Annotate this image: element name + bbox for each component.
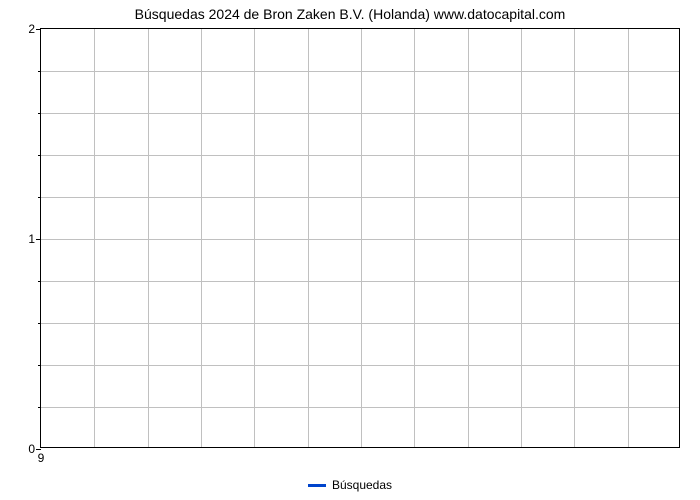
- y-tick-mark: [36, 239, 41, 240]
- grid-line-vertical: [574, 29, 575, 447]
- grid-line-horizontal: [41, 323, 679, 324]
- y-minor-tick: [38, 323, 41, 324]
- grid-line-horizontal: [41, 407, 679, 408]
- chart-title: Búsquedas 2024 de Bron Zaken B.V. (Holan…: [0, 6, 700, 22]
- grid-line-vertical: [414, 29, 415, 447]
- grid-line-vertical: [628, 29, 629, 447]
- grid-line-vertical: [521, 29, 522, 447]
- grid-line-horizontal: [41, 113, 679, 114]
- y-tick-mark: [36, 449, 41, 450]
- x-tick-label: 9: [38, 451, 45, 465]
- grid-line-vertical: [308, 29, 309, 447]
- y-minor-tick: [38, 407, 41, 408]
- y-minor-tick: [38, 155, 41, 156]
- plot-area: 0129: [40, 28, 680, 448]
- grid-line-horizontal: [41, 197, 679, 198]
- y-tick-mark: [36, 29, 41, 30]
- legend-swatch: [308, 484, 326, 487]
- grid-line-horizontal: [41, 155, 679, 156]
- grid-line-horizontal: [41, 71, 679, 72]
- y-minor-tick: [38, 197, 41, 198]
- grid-line-horizontal: [41, 365, 679, 366]
- legend-label: Búsquedas: [332, 478, 392, 492]
- y-minor-tick: [38, 71, 41, 72]
- y-tick-label: 2: [28, 22, 35, 36]
- grid-line-horizontal: [41, 281, 679, 282]
- legend: Búsquedas: [0, 478, 700, 492]
- grid-line-vertical: [361, 29, 362, 447]
- y-tick-label: 1: [28, 232, 35, 246]
- chart-container: Búsquedas 2024 de Bron Zaken B.V. (Holan…: [0, 0, 700, 500]
- y-minor-tick: [38, 113, 41, 114]
- grid-line-horizontal: [41, 239, 679, 240]
- grid-line-vertical: [468, 29, 469, 447]
- grid-line-vertical: [94, 29, 95, 447]
- grid-line-vertical: [254, 29, 255, 447]
- grid-line-vertical: [201, 29, 202, 447]
- grid-line-vertical: [148, 29, 149, 447]
- y-tick-label: 0: [28, 442, 35, 456]
- y-minor-tick: [38, 281, 41, 282]
- y-minor-tick: [38, 365, 41, 366]
